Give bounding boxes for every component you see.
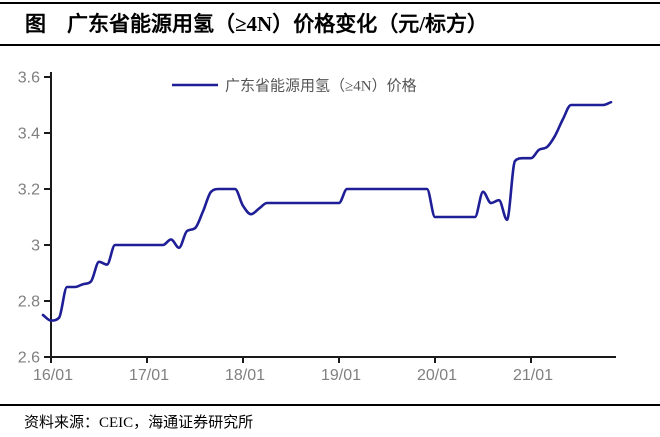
top-border <box>0 2 660 4</box>
y-tick-label: 2.6 <box>18 350 40 367</box>
y-tick-label: 3.2 <box>18 182 40 199</box>
x-tick-label: 17/01 <box>129 367 169 384</box>
y-tick-label: 3.4 <box>18 126 40 143</box>
title-divider <box>0 44 660 46</box>
source-text: 资料来源：CEIC，海通证券研究所 <box>24 415 254 431</box>
x-tick-label: 20/01 <box>417 367 457 384</box>
x-tick-label: 21/01 <box>513 367 553 384</box>
y-tick-label: 3.6 <box>18 70 40 87</box>
legend-label: 广东省能源用氢（≥4N）价格 <box>225 78 417 95</box>
y-tick-label: 2.8 <box>18 294 40 311</box>
y-tick-label: 3 <box>31 238 40 255</box>
x-tick-label: 18/01 <box>225 367 265 384</box>
footer-divider <box>0 404 660 406</box>
price-line-chart: 2.6 2.8 3 3.2 3.4 3.6 16/01 17/01 18/01 19/01 20/0… <box>18 70 616 384</box>
figure-title: 图 广东省能源用氢（≥4N）价格变化（元/标方） <box>25 12 489 36</box>
x-tick-label: 16/01 <box>33 367 73 384</box>
price-line <box>41 100 613 322</box>
x-tick-label: 19/01 <box>321 367 361 384</box>
chart-area: 2.6 2.8 3 3.2 3.4 3.6 16/01 17/01 18/01 19/01 20/0… <box>0 47 660 392</box>
